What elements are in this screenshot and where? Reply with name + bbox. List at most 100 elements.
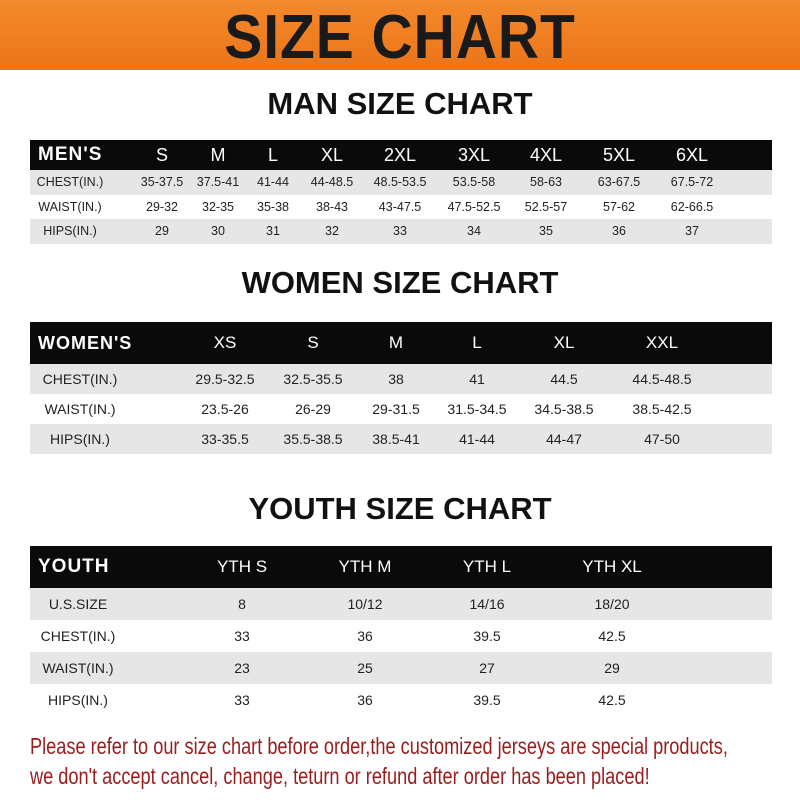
table-cell: 33 xyxy=(393,224,407,239)
measurement-label: HIPS(IN.) xyxy=(48,691,108,708)
table-cell: 31 xyxy=(266,224,280,239)
size-header-cell: S xyxy=(307,333,319,353)
size-header-cell: M xyxy=(210,144,226,165)
table-cell: 38.5-42.5 xyxy=(632,400,692,417)
table-cell: 33 xyxy=(234,627,250,644)
size-header-cell: 4XL xyxy=(529,144,563,165)
size-header-cell: YTH XL xyxy=(582,557,642,577)
size-header-cell: 3XL xyxy=(457,144,491,165)
table-cell: 63-67.5 xyxy=(597,175,641,190)
table-cell: 35-37.5 xyxy=(140,175,184,190)
measurement-label: WAIST(IN.) xyxy=(38,199,102,214)
table-cell: 41-44 xyxy=(257,175,289,190)
size-header-cell: YTH L xyxy=(462,557,512,577)
table-cell: 39.5 xyxy=(473,627,501,644)
table-cell: 41-44 xyxy=(459,430,495,447)
table-cell: 41 xyxy=(469,370,485,387)
table-cell: 38-43 xyxy=(316,199,348,214)
table-cell: 27 xyxy=(479,659,495,676)
table-cell: 29.5-32.5 xyxy=(195,370,255,387)
table-cell: 29 xyxy=(604,659,620,676)
table-cell: 37 xyxy=(685,224,699,239)
table-cell: 36 xyxy=(357,627,373,644)
table-cell: 32 xyxy=(325,224,339,239)
table-cell: 38.5-41 xyxy=(372,430,420,447)
table-row: WAIST(IN.) 23 25 27 29 xyxy=(30,652,772,684)
table-cell: 42.5 xyxy=(598,691,626,708)
size-header-cell: 6XL xyxy=(675,144,709,165)
table-title-cell: YOUTH xyxy=(38,556,110,578)
table-cell: 29 xyxy=(155,224,169,239)
size-header-cell: 5XL xyxy=(602,144,636,165)
table-cell: 29-31.5 xyxy=(372,400,420,417)
table-cell: 36 xyxy=(357,691,373,708)
table-cell: 33 xyxy=(234,691,250,708)
size-header-cell: S xyxy=(155,144,169,165)
table-title-cell: MEN'S xyxy=(38,144,103,166)
measurement-label: U.S.SIZE xyxy=(48,595,108,612)
size-header-cell: 2XL xyxy=(383,144,417,165)
table-row: HIPS(IN.) 33-35.5 35.5-38.5 38.5-41 41-44 44-… xyxy=(30,424,772,454)
table-row: HIPS(IN.) 33 36 39.5 42.5 xyxy=(30,684,772,716)
table-cell: 32-35 xyxy=(202,199,234,214)
table-cell: 14/16 xyxy=(469,595,505,612)
table-cell: 48.5-53.5 xyxy=(373,175,427,190)
size-header-cell: L xyxy=(472,333,482,353)
table-row: CHEST(IN.) 35-37.5 37.5-41 41-44 44-48.5 48.5… xyxy=(30,170,772,195)
table-cell: 18/20 xyxy=(594,595,630,612)
table-cell: 38 xyxy=(388,370,404,387)
size-header-cell: L xyxy=(267,144,279,165)
size-header-cell: XL xyxy=(320,144,344,165)
table-cell: 43-47.5 xyxy=(378,199,422,214)
table-row: CHEST(IN.) 29.5-32.5 32.5-35.5 38 41 44.5 44.5… xyxy=(30,364,772,394)
table-cell: 33-35.5 xyxy=(201,430,249,447)
table-cell: 57-62 xyxy=(603,199,635,214)
size-header-cell: YTH M xyxy=(338,557,392,577)
table-header-row: MEN'S S M L XL 2XL 3XL 4XL 5XL 6XL xyxy=(30,140,772,170)
youth-section-title: YOUTH SIZE CHART xyxy=(248,491,552,526)
notice-line-2: we don't accept cancel, change, teturn o… xyxy=(30,763,650,789)
table-cell: 44-48.5 xyxy=(310,175,354,190)
table-row: HIPS(IN.) 29 30 31 32 33 34 35 36 37 xyxy=(30,219,772,244)
women-section-title: WOMEN SIZE CHART xyxy=(241,265,559,300)
table-row: WAIST(IN.) 23.5-26 26-29 29-31.5 31.5-34.5 34… xyxy=(30,394,772,424)
table-cell: 67.5-72 xyxy=(670,175,714,190)
table-cell: 23.5-26 xyxy=(201,400,249,417)
table-cell: 26-29 xyxy=(295,400,331,417)
size-header-cell: XS xyxy=(213,333,237,353)
table-cell: 62-66.5 xyxy=(670,199,714,214)
measurement-label: CHEST(IN.) xyxy=(36,175,104,190)
table-cell: 31.5-34.5 xyxy=(447,400,507,417)
measurement-label: CHEST(IN.) xyxy=(42,370,118,387)
table-cell: 47.5-52.5 xyxy=(447,199,501,214)
notice-line-1: Please refer to our size chart before or… xyxy=(30,733,728,759)
size-header-cell: M xyxy=(388,333,404,353)
banner: SIZE CHART xyxy=(0,0,800,72)
table-cell: 36 xyxy=(612,224,626,239)
table-cell: 53.5-58 xyxy=(452,175,496,190)
table-cell: 34.5-38.5 xyxy=(534,400,594,417)
table-cell: 35 xyxy=(539,224,553,239)
table-cell: 39.5 xyxy=(473,691,501,708)
table-cell: 44-47 xyxy=(546,430,582,447)
size-header-cell: XL xyxy=(553,333,575,353)
table-cell: 44.5 xyxy=(550,370,578,387)
table-cell: 44.5-48.5 xyxy=(632,370,692,387)
table-cell: 25 xyxy=(357,659,373,676)
table-cell: 58-63 xyxy=(530,175,562,190)
table-cell: 35.5-38.5 xyxy=(283,430,343,447)
banner-title: SIZE CHART xyxy=(224,3,576,72)
table-cell: 32.5-35.5 xyxy=(283,370,343,387)
table-cell: 34 xyxy=(467,224,481,239)
measurement-label: WAIST(IN.) xyxy=(44,400,116,417)
table-cell: 35-38 xyxy=(257,199,289,214)
table-title-cell: WOMEN'S xyxy=(38,332,133,353)
table-header-row: WOMEN'S XS S M L XL XXL xyxy=(30,322,772,364)
table-row: CHEST(IN.) 33 36 39.5 42.5 xyxy=(30,620,772,652)
table-cell: 8 xyxy=(238,595,246,612)
table-cell: 42.5 xyxy=(598,627,626,644)
table-cell: 30 xyxy=(211,224,225,239)
table-row: WAIST(IN.) 29-32 32-35 35-38 38-43 43-47.5 47.… xyxy=(30,194,772,219)
measurement-label: HIPS(IN.) xyxy=(43,224,97,239)
table-cell: 52.5-57 xyxy=(524,199,568,214)
